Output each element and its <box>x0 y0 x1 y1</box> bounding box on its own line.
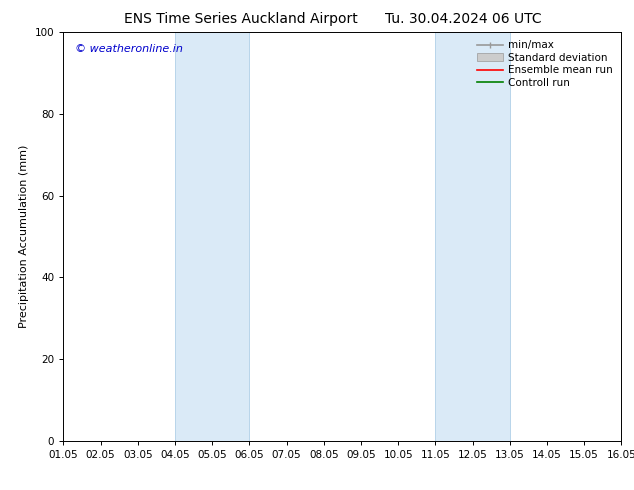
Bar <box>175 32 249 441</box>
Text: ENS Time Series Auckland Airport: ENS Time Series Auckland Airport <box>124 12 358 26</box>
Text: © weatheronline.in: © weatheronline.in <box>75 44 183 54</box>
Text: Tu. 30.04.2024 06 UTC: Tu. 30.04.2024 06 UTC <box>384 12 541 26</box>
Y-axis label: Precipitation Accumulation (mm): Precipitation Accumulation (mm) <box>19 145 29 328</box>
Legend: min/max, Standard deviation, Ensemble mean run, Controll run: min/max, Standard deviation, Ensemble me… <box>474 37 616 91</box>
Bar <box>436 32 510 441</box>
